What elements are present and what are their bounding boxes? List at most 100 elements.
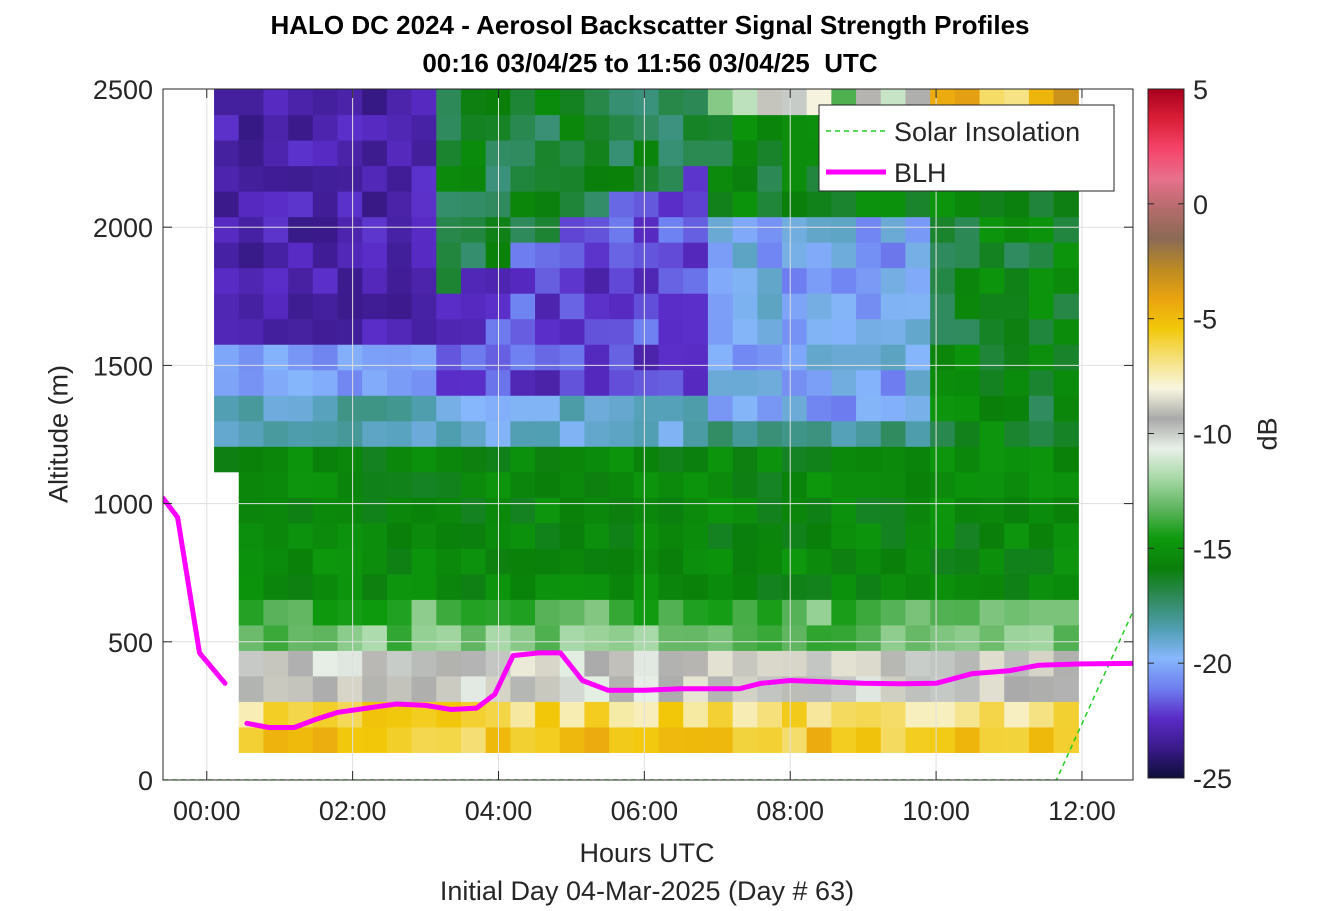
heatmap-cell	[1028, 369, 1055, 396]
heatmap-cell	[460, 318, 487, 345]
heatmap-cell	[806, 293, 832, 320]
heatmap-cell	[1004, 293, 1030, 320]
heatmap-cell	[436, 216, 462, 243]
heatmap-cell	[510, 497, 536, 524]
heatmap-cell	[362, 726, 388, 753]
heatmap-cell	[584, 216, 610, 243]
heatmap-cell	[337, 242, 363, 269]
heatmap-cell	[288, 242, 314, 269]
heatmap-cell	[609, 89, 635, 116]
heatmap-cell	[954, 216, 981, 243]
axes-box	[162, 88, 1134, 781]
heatmap-cell	[1028, 395, 1055, 422]
heatmap-cell	[263, 675, 289, 702]
heatmap-cell	[535, 216, 561, 243]
heatmap-cell	[1028, 522, 1055, 549]
heatmap-cell	[757, 216, 783, 243]
heatmap-cell	[880, 293, 907, 320]
chart-subtitle: 00:16 03/04/25 to 11:56 03/04/25 UTC	[422, 48, 878, 78]
heatmap-cell	[806, 650, 832, 677]
heatmap-cell	[633, 420, 660, 447]
heatmap-cell	[263, 242, 289, 269]
heatmap-cell	[683, 497, 709, 524]
heatmap-cell	[831, 446, 857, 473]
heatmap-cell	[263, 701, 289, 728]
heatmap-cell	[1028, 624, 1055, 651]
heatmap-cell	[411, 650, 437, 677]
heatmap-cell	[214, 114, 240, 141]
heatmap-cell	[658, 267, 684, 294]
heatmap-cell	[1004, 395, 1030, 422]
heatmap-cell	[1053, 242, 1079, 269]
heatmap-cell	[411, 242, 437, 269]
heatmap-cell	[732, 471, 758, 498]
heatmap-cell	[460, 242, 487, 269]
heatmap-cell	[658, 522, 684, 549]
heatmap-cell	[609, 191, 635, 218]
heatmap-cell	[535, 675, 561, 702]
heatmap-cell	[856, 599, 882, 626]
heatmap-cell	[386, 369, 413, 396]
heatmap-cell	[880, 395, 907, 422]
heatmap-cell	[905, 318, 931, 345]
legend: Solar Insolation BLH	[818, 104, 1115, 192]
heatmap-cell	[757, 114, 783, 141]
heatmap-cell	[584, 89, 610, 116]
heatmap-cell	[214, 446, 240, 473]
heatmap-cell	[707, 522, 734, 549]
heatmap-cell	[905, 216, 931, 243]
heatmap-cell	[263, 114, 289, 141]
heatmap-cell	[238, 471, 265, 498]
heatmap-cell	[263, 471, 289, 498]
heatmap-cell	[214, 140, 240, 167]
heatmap-cell	[460, 522, 487, 549]
heatmap-cell	[1028, 344, 1055, 371]
heatmap-cell	[633, 216, 660, 243]
heatmap-cell	[979, 293, 1005, 320]
heatmap-cell	[312, 726, 339, 753]
heatmap-cell	[831, 650, 857, 677]
heatmap-cell	[386, 497, 413, 524]
heatmap-cell	[559, 267, 586, 294]
heatmap-cell	[609, 548, 635, 575]
heatmap-cell	[238, 242, 265, 269]
heatmap-cell	[460, 599, 487, 626]
heatmap-cell	[781, 650, 808, 677]
heatmap-cell	[633, 497, 660, 524]
heatmap-cell	[337, 369, 363, 396]
heatmap-cell	[609, 522, 635, 549]
heatmap-cell	[781, 140, 808, 167]
heatmap-cell	[633, 293, 660, 320]
heatmap-cell	[288, 344, 314, 371]
heatmap-cell	[831, 624, 857, 651]
heatmap-cell	[880, 650, 907, 677]
heatmap-cell	[633, 624, 660, 651]
heatmap-cell	[312, 471, 339, 498]
heatmap-cell	[781, 369, 808, 396]
heatmap-cell	[1028, 242, 1055, 269]
heatmap-cell	[263, 522, 289, 549]
heatmap-cell	[732, 114, 758, 141]
heatmap-cell	[1004, 471, 1030, 498]
heatmap-cell	[436, 650, 462, 677]
heatmap-cell	[238, 318, 265, 345]
heatmap-cell	[831, 293, 857, 320]
heatmap-cell	[905, 267, 931, 294]
heatmap-cell	[781, 191, 808, 218]
heatmap-cell	[658, 624, 684, 651]
heatmap-cell	[905, 701, 931, 728]
heatmap-cell	[337, 191, 363, 218]
heatmap-cell	[757, 497, 783, 524]
heatmap-cell	[411, 114, 437, 141]
heatmap-cell	[411, 446, 437, 473]
heatmap-cell	[411, 599, 437, 626]
heatmap-cell	[707, 165, 734, 192]
heatmap-cell	[905, 624, 931, 651]
heatmap-cell	[263, 216, 289, 243]
heatmap-cell	[510, 89, 536, 116]
heatmap-cell	[683, 726, 709, 753]
heatmap-cell	[757, 267, 783, 294]
heatmap-cell	[510, 369, 536, 396]
heatmap-cell	[460, 624, 487, 651]
heatmap-cell	[1028, 216, 1055, 243]
